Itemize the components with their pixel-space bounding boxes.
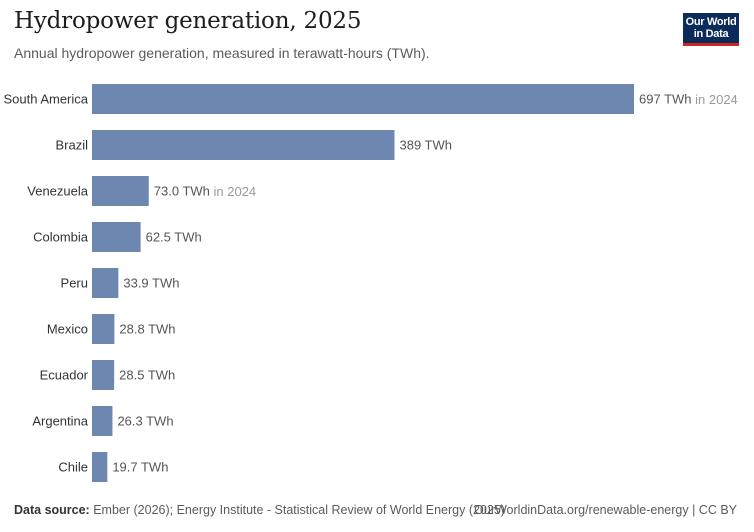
bar-chart: South America 697 TWh in 2024 Brazil 389 TW… (3, 84, 738, 482)
source-url-license[interactable]: OurWorldinData.org/renewable-energy | CC… (474, 503, 737, 517)
bar-colombia[interactable] (92, 222, 141, 252)
value-label: 28.5 TWh (119, 368, 175, 383)
value-label: 697 TWh in 2024 (639, 92, 738, 107)
value-label: 389 TWh (399, 138, 452, 153)
chart-title: Hydropower generation, 2025 (14, 8, 362, 34)
bar-argentina[interactable] (92, 406, 113, 436)
value-label: 62.5 TWh (146, 230, 202, 245)
data-source-text[interactable]: Ember (2026); Energy Institute - Statist… (93, 503, 505, 517)
bar-mexico[interactable] (92, 314, 115, 344)
data-source-label: Data source: (14, 503, 90, 517)
bar-ecuador[interactable] (92, 360, 115, 390)
value-label: 19.7 TWh (112, 460, 168, 475)
bar-brazil[interactable] (92, 130, 395, 160)
chart-subtitle: Annual hydropower generation, measured i… (14, 45, 430, 61)
category-label: Chile (58, 460, 88, 475)
data-source: Data source: Ember (2026); Energy Instit… (14, 503, 505, 517)
value-label: 73.0 TWh in 2024 (154, 184, 256, 199)
category-label: Colombia (33, 230, 89, 245)
year-note: in 2024 (210, 184, 256, 199)
value-label: 33.9 TWh (123, 276, 179, 291)
logo-line-2: in Data (693, 28, 729, 40)
bar-peru[interactable] (92, 268, 119, 298)
bar-venezuela[interactable] (92, 176, 149, 206)
value-label: 26.3 TWh (117, 414, 173, 429)
category-label: Ecuador (40, 368, 89, 383)
logo-line-1: Our World (685, 16, 737, 28)
category-label: Venezuela (27, 184, 88, 199)
category-label: Mexico (47, 322, 88, 337)
category-label: Brazil (55, 138, 88, 153)
bar-chile[interactable] (92, 452, 108, 482)
owid-logo[interactable]: Our World in Data (683, 13, 739, 46)
value-label: 28.8 TWh (119, 322, 175, 337)
bar-south-america[interactable] (92, 84, 634, 114)
category-label: South America (3, 92, 88, 107)
category-label: Peru (61, 276, 88, 291)
category-label: Argentina (32, 414, 88, 429)
year-note: in 2024 (692, 92, 738, 107)
